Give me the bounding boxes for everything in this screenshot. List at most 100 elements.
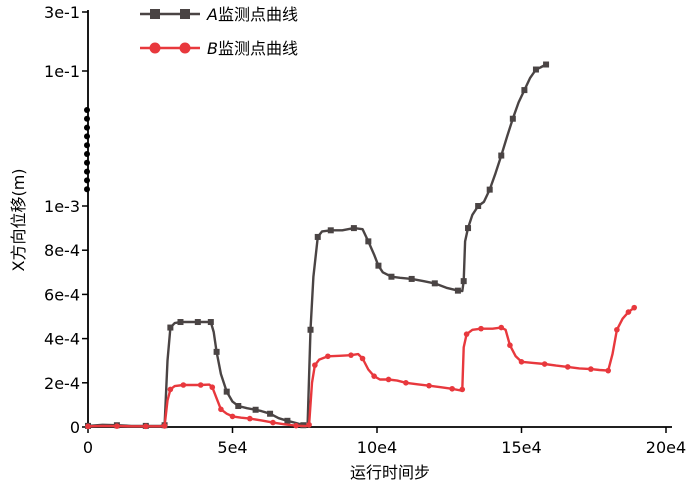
data-point (223, 388, 230, 395)
data-point (252, 406, 259, 413)
data-point (625, 309, 632, 315)
data-point (348, 352, 354, 358)
legend-marker (179, 42, 191, 54)
series (85, 61, 638, 430)
data-point (365, 238, 372, 245)
y-tick-label: 2e-4 (44, 374, 80, 393)
axis-break-dot (84, 186, 90, 193)
data-point (507, 342, 513, 349)
axis-break-dot (84, 107, 90, 113)
data-point (235, 403, 242, 410)
legend-marker (150, 9, 160, 19)
data-point (532, 66, 539, 73)
x-tick-label: 15e4 (501, 438, 541, 457)
data-point (207, 319, 214, 326)
x-tick-label: 20e4 (646, 438, 686, 457)
data-point (325, 353, 331, 360)
data-point (307, 326, 314, 333)
data-point (180, 382, 187, 388)
data-point (312, 362, 318, 368)
data-point (449, 385, 455, 392)
y-axis-title: X方向位移(m) (9, 168, 28, 271)
data-point (247, 415, 253, 422)
data-point (114, 423, 120, 429)
axis-break-dot (84, 133, 90, 140)
data-point (177, 319, 184, 326)
data-point (143, 423, 149, 430)
data-point (306, 421, 312, 428)
data-point (85, 423, 91, 430)
data-point (197, 382, 204, 388)
series-line (87, 306, 635, 428)
data-point (541, 361, 548, 367)
legend-label: B监测点曲线 (207, 39, 298, 58)
data-point (359, 355, 366, 362)
data-point (498, 152, 505, 159)
y-tick-label: 1e-3 (44, 197, 80, 216)
data-point (454, 287, 461, 294)
y-tick-label: 4e-4 (44, 330, 80, 349)
data-point (284, 417, 291, 424)
data-point (509, 115, 516, 122)
legend: A监测点曲线 B监测点曲线 (140, 5, 298, 58)
series-a (85, 61, 550, 429)
data-point (486, 186, 493, 193)
x-axis-title: 运行时间步 (350, 463, 430, 482)
data-point (161, 423, 168, 429)
data-point (327, 227, 334, 234)
series-line (87, 63, 547, 428)
data-point (431, 280, 438, 287)
series-b (85, 304, 638, 430)
legend-item: B监测点曲线 (140, 39, 298, 58)
data-point (465, 225, 472, 232)
data-point (564, 364, 571, 370)
axis-break-dot (84, 168, 90, 175)
data-point (314, 233, 321, 240)
data-point (408, 275, 415, 282)
x-tick-label: 10e4 (357, 438, 397, 457)
data-point (521, 87, 528, 94)
data-point (267, 410, 274, 417)
axis-break-dot (84, 177, 90, 184)
axis-break-dot (84, 159, 90, 166)
axis-break-dots (84, 107, 90, 193)
axis-break-dot (84, 115, 90, 122)
data-point (209, 384, 216, 391)
x-tick-label: 5e4 (217, 438, 247, 457)
data-point (403, 380, 409, 386)
data-point (385, 376, 392, 383)
data-point (478, 325, 484, 332)
data-point (218, 406, 224, 413)
data-point (167, 324, 174, 331)
legend-label: A监测点曲线 (206, 5, 298, 24)
data-point (475, 203, 482, 209)
axis-break-dot (84, 142, 90, 149)
data-point (213, 348, 220, 355)
data-point (388, 273, 395, 280)
data-point (463, 331, 470, 337)
data-point (631, 304, 638, 311)
data-point (371, 373, 377, 379)
data-point (459, 386, 466, 393)
data-point (375, 262, 382, 269)
data-point (614, 326, 620, 333)
x-tick-label: 0 (83, 438, 93, 457)
y-tick-label: 8e-4 (44, 241, 80, 260)
y-tick-label: 6e-4 (44, 285, 80, 304)
y-tick-label: 3e-1 (44, 3, 80, 22)
data-point (426, 382, 432, 389)
data-point (498, 324, 505, 331)
y-tick-label: 1e-1 (44, 62, 80, 81)
axis-break-dot (84, 124, 90, 131)
data-point (270, 419, 276, 426)
legend-item: A监测点曲线 (140, 5, 298, 24)
data-point (543, 61, 550, 68)
axes (87, 10, 672, 428)
y-tick-label: 0 (70, 418, 80, 437)
data-point (350, 225, 357, 232)
legend-marker (149, 42, 161, 54)
data-point (588, 366, 594, 372)
data-point (460, 278, 467, 285)
